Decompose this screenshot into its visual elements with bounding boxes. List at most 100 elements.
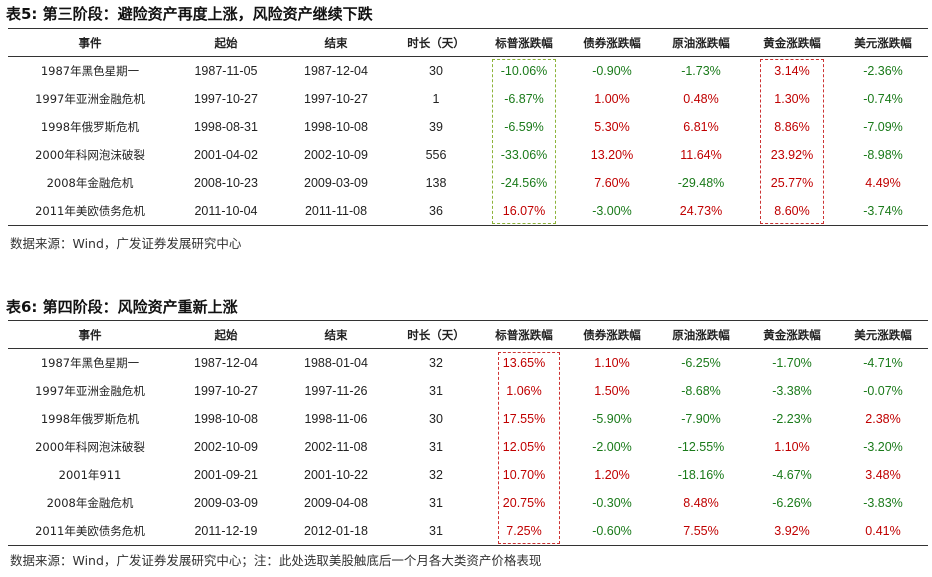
period-cell: 2011-11-08 — [280, 197, 392, 226]
change-cell: -18.16% — [677, 468, 725, 482]
change-cell: 1.00% — [594, 92, 630, 106]
change-cell: 16.07% — [480, 197, 568, 226]
table6-header-2: 结束 — [280, 320, 392, 349]
period-cell: 30 — [429, 64, 443, 78]
table-row: 1998年俄罗斯危机 1998-08-31 1998-10-08 39 -6.59% 5.… — [8, 113, 928, 141]
change-cell: 7.60% — [594, 176, 630, 190]
period-cell: 2002-10-09 — [194, 440, 258, 454]
event-cell: 1998年俄罗斯危机 — [40, 120, 140, 134]
event-cell: 2011年美欧债务危机 — [8, 197, 172, 226]
table6-header-3: 时长（天） — [392, 320, 480, 349]
table5-body: 1987年黑色星期一 1987-11-05 1987-12-04 30 -10.06% -… — [8, 57, 928, 226]
change-cell: -6.87% — [504, 92, 544, 106]
change-cell: -7.09% — [863, 120, 903, 134]
table5-header-row: 事件 起始 结束 时长（天） 标普涨跌幅 债券涨跌幅 原油涨跌幅 黄金涨跌幅 美元涨跌幅 — [8, 28, 928, 57]
change-cell: 8.86% — [774, 120, 810, 134]
table6-source: 数据来源：Wind，广发证券发展研究中心；注：此处选取美股触底后一个月各大类资产… — [10, 553, 542, 568]
period-cell: 2002-11-08 — [304, 440, 368, 454]
period-cell: 31 — [429, 384, 443, 398]
table-row: 2000年科网泡沫破裂 2001-04-02 2002-10-09 556 -33.06… — [8, 141, 928, 169]
event-cell: 2001年911 — [58, 468, 122, 482]
change-cell: -3.83% — [863, 496, 903, 510]
change-cell: -2.36% — [863, 64, 903, 78]
event-cell: 2008年金融危机 — [46, 496, 134, 510]
change-cell: 1.10% — [774, 440, 810, 454]
table-row: 1987年黑色星期一 1987-12-04 1988-01-04 32 13.65% 1.… — [8, 349, 928, 378]
change-cell: 5.30% — [594, 120, 630, 134]
table6-header-1: 起始 — [172, 320, 280, 349]
table5-header-5: 债券涨跌幅 — [568, 28, 656, 57]
change-cell: 8.48% — [683, 496, 719, 510]
change-cell: -1.73% — [681, 64, 721, 78]
change-cell: -24.56% — [500, 176, 548, 190]
table5-header-7: 黄金涨跌幅 — [746, 28, 838, 57]
period-cell: 31 — [392, 517, 480, 546]
period-cell: 1997-10-27 — [194, 384, 258, 398]
period-cell: 1987-12-04 — [304, 64, 368, 78]
table-row: 2011年美欧债务危机 2011-10-04 2011-11-08 36 16.07% -… — [8, 197, 928, 226]
change-cell: -0.07% — [863, 384, 903, 398]
table-row: 2001年911 2001-09-21 2001-10-22 32 10.70% 1.20… — [8, 461, 928, 489]
change-cell: -3.74% — [838, 197, 928, 226]
change-cell: -6.25% — [681, 356, 721, 370]
change-cell: 25.77% — [770, 176, 814, 190]
period-cell: 2009-03-09 — [304, 176, 368, 190]
table6-header-row: 事件 起始 结束 时长（天） 标普涨跌幅 债券涨跌幅 原油涨跌幅 黄金涨跌幅 美元涨跌幅 — [8, 320, 928, 349]
event-cell: 2000年科网泡沫破裂 — [35, 148, 145, 162]
period-cell: 2008-10-23 — [194, 176, 258, 190]
change-cell: -4.71% — [863, 356, 903, 370]
change-cell: 3.92% — [746, 517, 838, 546]
table6-header-6: 原油涨跌幅 — [656, 320, 746, 349]
period-cell: 1987-11-05 — [194, 64, 258, 78]
change-cell: -0.74% — [863, 92, 903, 106]
period-cell: 2001-09-21 — [194, 468, 258, 482]
table5: 事件 起始 结束 时长（天） 标普涨跌幅 债券涨跌幅 原油涨跌幅 黄金涨跌幅 美元涨跌幅 198… — [8, 28, 928, 226]
change-cell: 24.73% — [656, 197, 746, 226]
change-cell: 23.92% — [770, 148, 814, 162]
change-cell: 8.60% — [746, 197, 838, 226]
change-cell: -29.48% — [677, 176, 725, 190]
event-cell: 1987年黑色星期一 — [40, 64, 140, 78]
change-cell: -4.67% — [772, 468, 812, 482]
period-cell: 1998-11-06 — [304, 412, 368, 426]
table6-header-7: 黄金涨跌幅 — [746, 320, 838, 349]
change-cell: 0.41% — [838, 517, 928, 546]
table5-header-1: 起始 — [172, 28, 280, 57]
change-cell: 10.70% — [502, 468, 546, 482]
table5-header-8: 美元涨跌幅 — [838, 28, 928, 57]
change-cell: 3.48% — [865, 468, 901, 482]
change-cell: -0.30% — [592, 496, 632, 510]
period-cell: 556 — [425, 148, 447, 162]
change-cell: 7.55% — [656, 517, 746, 546]
event-cell: 2011年美欧债务危机 — [8, 517, 172, 546]
period-cell: 1998-10-08 — [194, 412, 258, 426]
change-cell: -6.26% — [772, 496, 812, 510]
event-cell: 1987年黑色星期一 — [40, 356, 140, 370]
table-row: 2000年科网泡沫破裂 2002-10-09 2002-11-08 31 12.05% -… — [8, 433, 928, 461]
period-cell: 32 — [429, 468, 443, 482]
period-cell: 1998-08-31 — [194, 120, 258, 134]
period-cell: 2001-04-02 — [194, 148, 258, 162]
period-cell: 31 — [429, 496, 443, 510]
event-cell: 2008年金融危机 — [46, 176, 134, 190]
table6-title: 表6: 第四阶段：风险资产重新上涨 — [6, 298, 238, 316]
change-cell: -6.59% — [504, 120, 544, 134]
change-cell: 1.30% — [774, 92, 810, 106]
change-cell: -3.38% — [772, 384, 812, 398]
period-cell: 2001-10-22 — [304, 468, 368, 482]
table5-header-2: 结束 — [280, 28, 392, 57]
change-cell: 0.48% — [683, 92, 719, 106]
change-cell: 12.05% — [502, 440, 546, 454]
change-cell: 20.75% — [502, 496, 546, 510]
change-cell: -33.06% — [500, 148, 548, 162]
table5-header-4: 标普涨跌幅 — [480, 28, 568, 57]
table6-body: 1987年黑色星期一 1987-12-04 1988-01-04 32 13.65% 1.… — [8, 349, 928, 546]
period-cell: 1 — [432, 92, 440, 106]
event-cell: 1997年亚洲金融危机 — [35, 384, 145, 398]
table6-header-0: 事件 — [8, 320, 172, 349]
table-row: 2008年金融危机 2008-10-23 2009-03-09 138 -24.56% 7… — [8, 169, 928, 197]
change-cell: 6.81% — [683, 120, 719, 134]
change-cell: -5.90% — [592, 412, 632, 426]
change-cell: -2.23% — [772, 412, 812, 426]
change-cell: 2.38% — [865, 412, 901, 426]
